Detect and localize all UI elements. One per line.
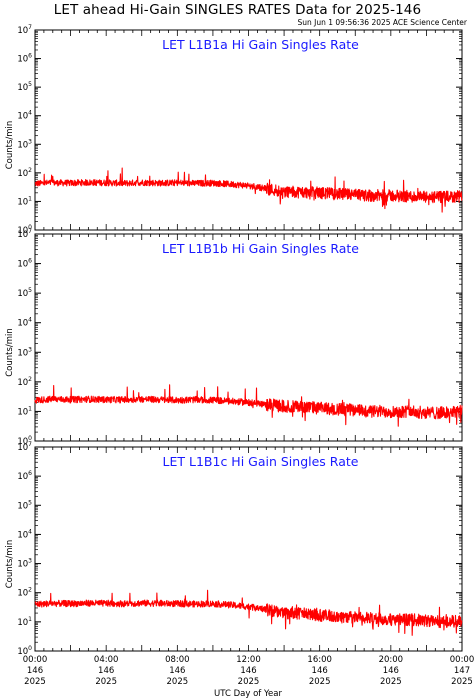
x-tick-day: 146 [312,666,328,676]
y-tick-label: 104 [17,317,32,329]
x-tick-day: 146 [169,666,185,676]
x-tick-time: 04:00 [94,655,119,665]
y-axis-label: Counts/min [5,328,15,377]
panel-title: LET L1B1b Hi Gain Singles Rate [162,241,359,256]
y-tick-label: 101 [17,195,32,207]
x-tick-day: 146 [240,666,256,676]
x-tick-year: 2025 [309,677,331,687]
y-tick-label: 102 [17,167,32,179]
y-tick-label: 103 [17,346,32,358]
y-tick-label: 106 [17,53,32,65]
x-tick-year: 2025 [238,677,260,687]
x-tick-time: 00:00 [23,655,48,665]
y-axis-label: Counts/min [5,540,15,589]
y-tick-label: 103 [17,558,32,570]
plot-frame [34,29,463,231]
x-tick-year: 2025 [24,677,46,687]
y-tick-label: 106 [17,470,32,482]
series-line [34,589,463,636]
panel-title: LET L1B1c Hi Gain Singles Rate [163,454,359,469]
y-tick-label: 107 [17,24,32,36]
x-tick-time: 08:00 [165,655,190,665]
y-tick-label: 105 [17,287,32,299]
x-tick-year: 2025 [95,677,117,687]
generated-timestamp: Sun Jun 1 09:56:36 2025 ACE Science Cent… [297,18,467,27]
y-tick-label: 104 [17,528,32,540]
x-tick-time: 16:00 [307,655,332,665]
y-tick-label: 104 [17,110,32,122]
x-tick-day: 146 [27,666,43,676]
y-tick-label: 103 [17,138,32,150]
x-tick-day: 147 [454,666,470,676]
y-tick-label: 105 [17,499,32,511]
y-tick-label: 105 [17,81,32,93]
x-tick-year: 2025 [167,677,189,687]
series-line [34,167,463,213]
y-tick-label: 107 [17,228,32,240]
page-title: LET ahead Hi-Gain SINGLES RATES Data for… [53,2,422,18]
x-tick-time: 12:00 [236,655,261,665]
y-tick-label: 107 [17,441,32,453]
x-tick-time: 00:00 [450,655,475,665]
y-tick-label: 101 [17,616,32,628]
y-tick-label: 102 [17,376,32,388]
x-tick-year: 2025 [451,677,473,687]
x-tick-day: 146 [98,666,114,676]
y-tick-label: 101 [17,405,32,417]
y-axis-label: Counts/min [5,121,15,170]
x-tick-time: 20:00 [379,655,404,665]
x-tick-day: 146 [383,666,399,676]
panel-title: LET L1B1a Hi Gain Singles Rate [162,37,359,52]
y-tick-label: 102 [17,587,32,599]
y-tick-label: 106 [17,258,32,270]
x-tick-year: 2025 [380,677,402,687]
x-axis-label: UTC Day of Year [214,689,282,699]
series-line [34,384,463,427]
